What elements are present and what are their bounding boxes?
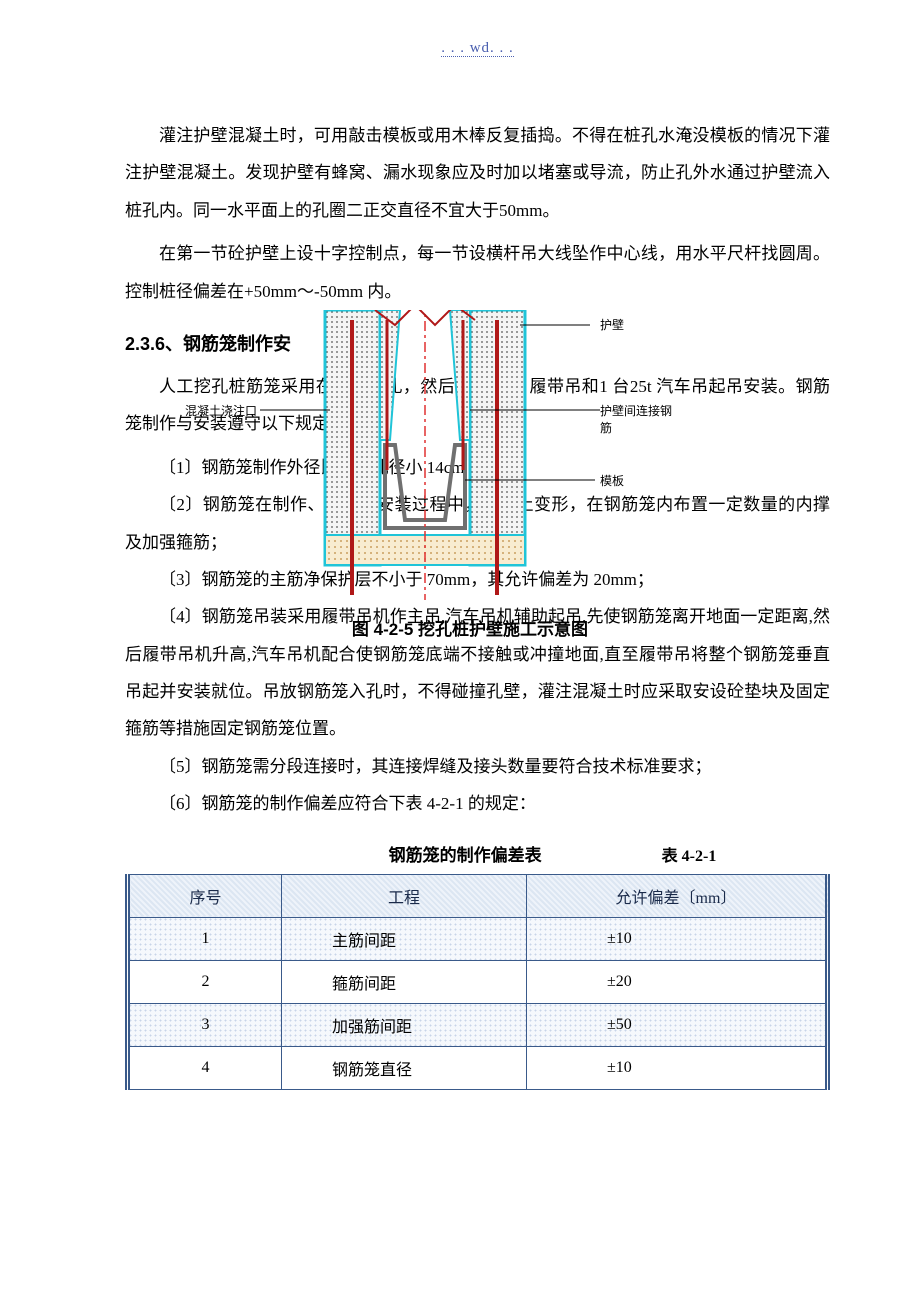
pile-diagram: 护壁 混凝土浇注口 护壁间连接钢筋 模板 图 4-2-5 挖孔桩护壁施工示意图 [260, 310, 680, 640]
table-header-2: 工程 [282, 874, 527, 917]
deviation-table: 序号 工程 允许偏差〔mm〕 1 主筋间距 ±10 2 箍筋间距 ±20 3 加… [125, 874, 830, 1090]
diagram-caption: 图 4-2-5 挖孔桩护壁施工示意图 [260, 615, 680, 640]
paragraph-1: 灌注护壁混凝土时，可用敲击模板或用木棒反复插捣。不得在桩孔水淹没模板的情况下灌注… [125, 117, 830, 229]
diagram-label-lianjie: 护壁间连接钢筋 [600, 402, 680, 436]
diagram-label-jiaozhu: 混凝土浇注口 [185, 402, 257, 419]
diagram-label-moban: 模板 [600, 472, 624, 489]
cell-item: 箍筋间距 [282, 960, 527, 1003]
paragraph-2: 在第一节砼护壁上设十字控制点，每一节设横杆吊大线坠作中心线，用水平尺杆找圆周。控… [125, 235, 830, 310]
table-title: 钢筋笼的制作偏差表 [389, 841, 542, 866]
table-title-row: 钢筋笼的制作偏差表 表 4-2-1 [275, 841, 830, 866]
cell-tol: ±10 [527, 1046, 828, 1089]
cell-no: 1 [128, 917, 282, 960]
table-header-row: 序号 工程 允许偏差〔mm〕 [128, 874, 828, 917]
pile-diagram-svg [260, 310, 680, 610]
table-row: 3 加强筋间距 ±50 [128, 1003, 828, 1046]
page-header-watermark: . . . wd. . . [125, 40, 830, 57]
table-number: 表 4-2-1 [662, 842, 717, 866]
cell-no: 4 [128, 1046, 282, 1089]
table-row: 1 主筋间距 ±10 [128, 917, 828, 960]
list-item-5: 〔5〕钢筋笼需分段连接时，其连接焊缝及接头数量要符合技术标准要求； [125, 748, 830, 785]
cell-item: 主筋间距 [282, 917, 527, 960]
cell-tol: ±20 [527, 960, 828, 1003]
cell-item: 加强筋间距 [282, 1003, 527, 1046]
cell-no: 3 [128, 1003, 282, 1046]
cell-tol: ±50 [527, 1003, 828, 1046]
table-header-3: 允许偏差〔mm〕 [527, 874, 828, 917]
cell-tol: ±10 [527, 917, 828, 960]
cell-no: 2 [128, 960, 282, 1003]
diagram-label-hubi: 护壁 [600, 316, 624, 333]
table-row: 4 钢筋笼直径 ±10 [128, 1046, 828, 1089]
table-header-1: 序号 [128, 874, 282, 917]
cell-item: 钢筋笼直径 [282, 1046, 527, 1089]
table-row: 2 箍筋间距 ±20 [128, 960, 828, 1003]
list-item-6: 〔6〕钢筋笼的制作偏差应符合下表 4-2-1 的规定： [125, 785, 830, 822]
